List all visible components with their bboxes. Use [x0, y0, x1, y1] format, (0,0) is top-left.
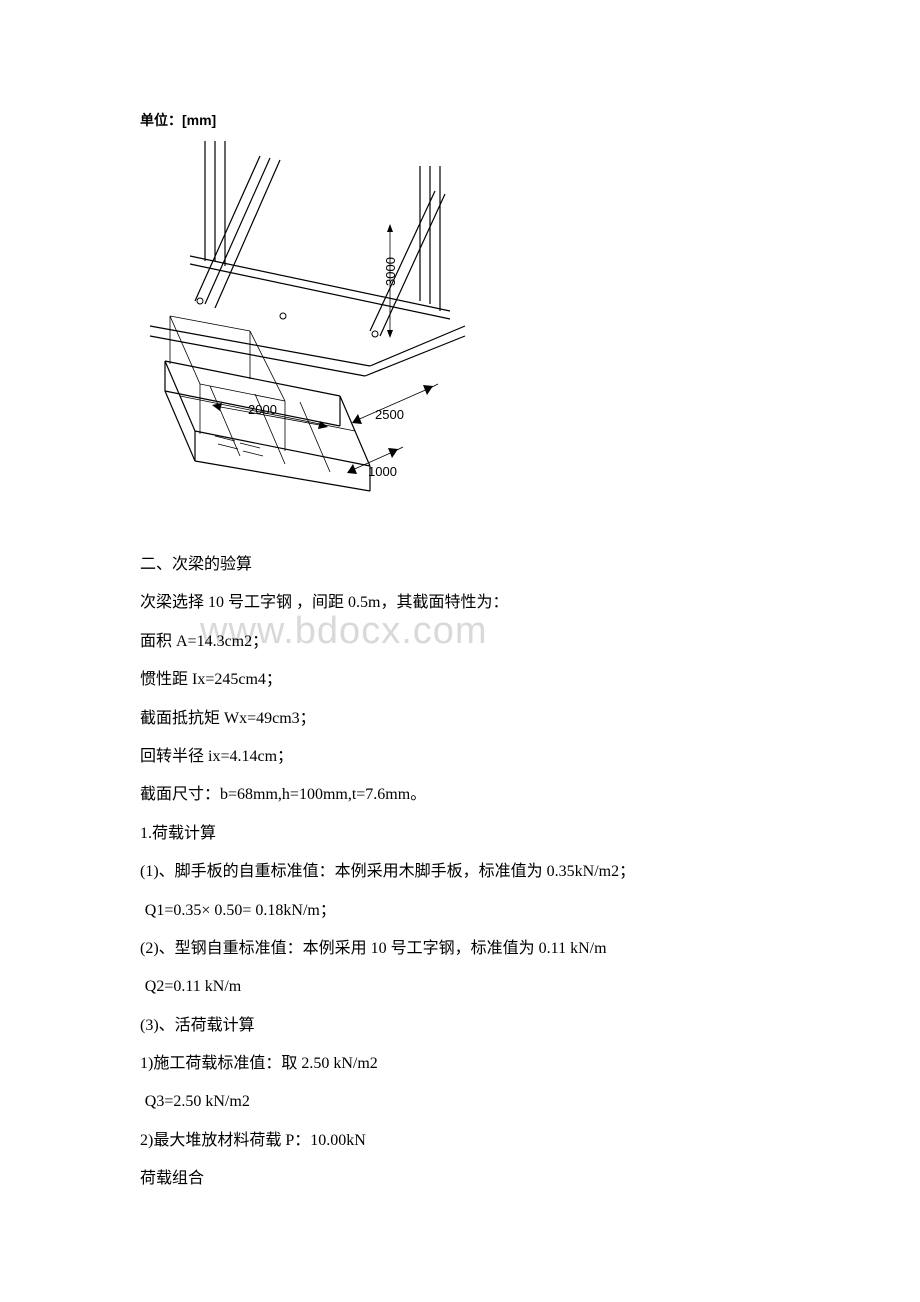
prop-gyration: 回转半径 ix=4.14cm； [140, 738, 780, 776]
load-item1-calc: Q1=0.35× 0.50= 0.18kN/m； [140, 892, 780, 930]
dim-1000: 1000 [368, 464, 397, 479]
prop-cross-section: 截面尺寸：b=68mm,h=100mm,t=7.6mm。 [140, 776, 780, 814]
dim-2000: 2000 [248, 402, 277, 417]
diagram-section: 单位：[mm] [140, 110, 780, 496]
load-item3-label: (3)、活荷载计算 [140, 1007, 780, 1045]
unit-label: 单位：[mm] [140, 110, 780, 130]
load-item2-calc: Q2=0.11 kN/m [140, 968, 780, 1006]
prop-area: 面积 A=14.3cm2； [140, 623, 780, 661]
load-item2-label: (2)、型钢自重标准值：本例采用 10 号工字钢，标准值为 0.11 kN/m [140, 930, 780, 968]
load-item3-sub2: 2)最大堆放材料荷载 P：10.00kN [140, 1122, 780, 1160]
load-item1-label: (1)、脚手板的自重标准值：本例采用木脚手板，标准值为 0.35kN/m2； [140, 853, 780, 891]
load-item3-sub1-calc: Q3=2.50 kN/m2 [140, 1083, 780, 1121]
section-2: 二、次梁的验算 次梁选择 10 号工字钢 ，间距 0.5m，其截面特性为： 面积… [140, 546, 780, 1199]
load-combination: 荷载组合 [140, 1160, 780, 1198]
load-calc-title: 1.荷载计算 [140, 815, 780, 853]
dim-2500: 2500 [375, 407, 404, 422]
section-2-heading: 二、次梁的验算 [140, 546, 780, 584]
load-item3-sub1: 1)施工荷载标准值：取 2.50 kN/m2 [140, 1045, 780, 1083]
section-2-intro: 次梁选择 10 号工字钢 ，间距 0.5m，其截面特性为： [140, 584, 780, 622]
prop-section-modulus: 截面抵抗矩 Wx=49cm3； [140, 700, 780, 738]
isometric-diagram: 3000 2000 2500 1000 [140, 136, 470, 496]
document-content: 单位：[mm] [140, 110, 780, 1199]
dim-3000: 3000 [383, 257, 398, 286]
prop-inertia: 惯性距 Ix=245cm4； [140, 661, 780, 699]
